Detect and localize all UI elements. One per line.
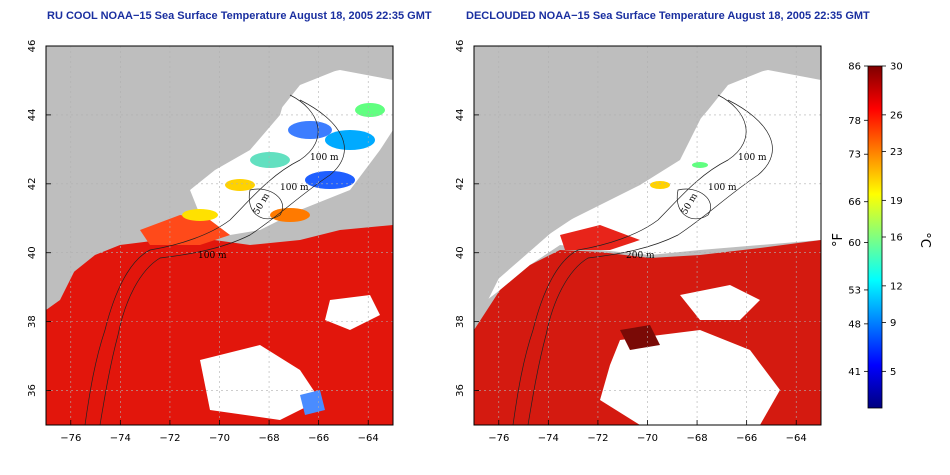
latitude-tick-label: 40 — [27, 246, 38, 259]
contour-label: 100 m — [708, 183, 737, 193]
latitude-tick-label: 36 — [455, 384, 466, 397]
fahrenheit-tick-label: 73 — [848, 150, 861, 161]
longitude-tick-label: −64 — [786, 433, 807, 444]
fahrenheit-tick-label: 48 — [848, 319, 861, 330]
longitude-tick-label: −76 — [60, 433, 81, 444]
coastal-warm-water — [560, 225, 640, 250]
latitude-tick-label: 38 — [455, 315, 466, 328]
coastline-land — [474, 46, 821, 310]
contour-label: 200 m — [626, 251, 655, 261]
right-map-axes: −76 −74 −72 −70 −68 −66 −64 36 38 40 42 44 46 — [455, 40, 807, 444]
longitude-tick-label: −70 — [637, 433, 658, 444]
latitude-tick-label: 40 — [455, 246, 466, 259]
right-panel-title: DECLOUDED NOAA−15 Sea Surface Temperatur… — [466, 10, 870, 22]
latitude-tick-label: 44 — [455, 109, 466, 122]
coastal-warm-water — [140, 215, 230, 245]
latitude-tick-label: 44 — [27, 109, 38, 122]
fahrenheit-unit-label: °F — [831, 233, 846, 247]
longitude-tick-label: −66 — [736, 433, 757, 444]
right-map: 100 m 100 m 50 m 200 m — [474, 46, 821, 425]
left-map: 100 m 100 m 50 m 100 m — [46, 46, 393, 425]
longitude-tick-label: −74 — [110, 433, 131, 444]
fahrenheit-tick-label: 53 — [848, 285, 861, 296]
graticule — [474, 46, 821, 425]
fahrenheit-tick-label: 41 — [848, 367, 861, 378]
celsius-tick-label: 9 — [890, 318, 896, 329]
cloud-patch — [200, 345, 320, 420]
cloud-patch — [600, 330, 780, 425]
cloud-area — [190, 70, 393, 235]
contour-label: 100 m — [198, 251, 227, 261]
celsius-tick-label: 12 — [890, 281, 903, 292]
longitude-tick-label: −68 — [259, 433, 280, 444]
fahrenheit-tick-label: 66 — [848, 197, 861, 208]
longitude-tick-label: −64 — [358, 433, 379, 444]
fahrenheit-tick-label: 78 — [848, 116, 861, 127]
celsius-tick-label: 26 — [890, 110, 903, 121]
latitude-tick-label: 42 — [455, 177, 466, 190]
cloud-patch — [680, 285, 760, 320]
celsius-unit-label: °C — [917, 232, 932, 248]
coastline-land — [46, 46, 393, 310]
celsius-tick-label: 16 — [890, 233, 903, 244]
contour-label: 100 m — [310, 153, 339, 163]
longitude-tick-label: −72 — [159, 433, 180, 444]
colorbar-ticks: 30 26 23 19 16 12 9 5 86 78 73 66 60 53 48 41 — [848, 62, 902, 378]
celsius-tick-label: 23 — [890, 147, 903, 158]
latitude-tick-label: 36 — [27, 384, 38, 397]
celsius-tick-label: 19 — [890, 196, 903, 207]
left-map-axes: −76 −74 −72 −70 −68 −66 −64 36 38 40 42 44 46 — [27, 40, 379, 444]
warm-water-area — [46, 225, 393, 425]
longitude-tick-label: −74 — [538, 433, 559, 444]
contour-label: 100 m — [280, 183, 309, 193]
latitude-tick-label: 38 — [27, 315, 38, 328]
latitude-tick-label: 46 — [27, 40, 38, 53]
contour-label: 100 m — [738, 153, 767, 163]
colorbar — [867, 65, 883, 409]
longitude-tick-label: −72 — [587, 433, 608, 444]
celsius-tick-label: 30 — [890, 62, 903, 73]
very-warm-patch — [620, 325, 660, 350]
cloud-patch — [325, 295, 380, 330]
longitude-tick-label: −68 — [687, 433, 708, 444]
fahrenheit-tick-label: 60 — [848, 238, 861, 249]
left-panel-title: RU COOL NOAA−15 Sea Surface Temperature … — [47, 10, 432, 22]
longitude-tick-label: −66 — [308, 433, 329, 444]
celsius-tick-label: 5 — [890, 367, 896, 378]
cloud-area — [474, 70, 821, 310]
longitude-tick-label: −76 — [488, 433, 509, 444]
longitude-tick-label: −70 — [209, 433, 230, 444]
graticule — [46, 46, 393, 425]
latitude-tick-label: 46 — [455, 40, 466, 53]
latitude-tick-label: 42 — [27, 177, 38, 190]
fahrenheit-tick-label: 86 — [848, 62, 861, 73]
